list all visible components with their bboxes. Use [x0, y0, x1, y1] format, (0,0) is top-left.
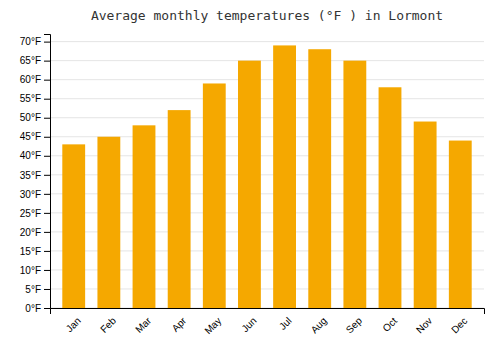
bars [62, 45, 471, 308]
tick-label: Feb [98, 315, 118, 335]
bar [203, 83, 226, 308]
tick-label: 60°F [20, 74, 41, 85]
tick: Jan [64, 315, 83, 334]
tick: 5°F [25, 284, 50, 295]
tick: 0°F [25, 303, 50, 314]
tick-label: 35°F [20, 170, 41, 181]
tick: Sep [344, 315, 365, 336]
tick-mark [44, 194, 50, 195]
tick-mark [44, 270, 50, 271]
tick-mark [44, 175, 50, 176]
axis-line [44, 35, 51, 309]
tick-label: Dec [449, 315, 469, 335]
tick-label: Jan [64, 315, 83, 334]
tick-label: 5°F [25, 284, 41, 295]
plot-area: 0°F 5°F 10°F 15°F 20°F 25°F 30°F 35°F 40°F 45°F 50… [20, 35, 485, 337]
tick-label: 70°F [20, 36, 41, 47]
tick: 50°F [20, 112, 50, 123]
tick: 30°F [20, 189, 50, 200]
grid [50, 42, 484, 308]
tick: Jun [239, 315, 258, 334]
axis-line [51, 309, 485, 315]
tick: 20°F [20, 227, 50, 238]
tick: 70°F [20, 36, 50, 47]
tick-label: 30°F [20, 189, 41, 200]
tick: 65°F [20, 55, 50, 66]
tick: Mar [133, 315, 153, 335]
tick-label: Oct [380, 315, 399, 334]
tick-label: Mar [133, 315, 153, 335]
tick: 55°F [20, 93, 50, 104]
bar [168, 110, 191, 308]
tick-mark [44, 42, 50, 43]
tick-mark [44, 80, 50, 81]
bar [273, 45, 296, 308]
tick-mark [44, 137, 50, 138]
tick-mark [44, 232, 50, 233]
tick-label: Apr [170, 315, 189, 334]
bar [238, 61, 261, 308]
tick-label: 50°F [20, 112, 41, 123]
tick: 60°F [20, 74, 50, 85]
tick-label: Aug [309, 315, 329, 335]
tick: Oct [380, 315, 399, 334]
bar [97, 137, 120, 308]
tick: Aug [309, 315, 329, 335]
tick-label: Jun [239, 315, 258, 334]
tick: Nov [414, 315, 434, 335]
tick-mark [44, 156, 50, 157]
tick-label: 20°F [20, 227, 41, 238]
y-axis: 0°F 5°F 10°F 15°F 20°F 25°F 30°F 35°F 40°F 45°F 50… [20, 35, 51, 314]
bar [133, 125, 156, 308]
tick: 35°F [20, 170, 50, 181]
tick: 15°F [20, 246, 50, 257]
tick-label: 25°F [20, 208, 41, 219]
tick: 40°F [20, 150, 50, 161]
tick-label: 40°F [20, 150, 41, 161]
tick-label: 15°F [20, 246, 41, 257]
grid-line [50, 117, 484, 118]
tick: 45°F [20, 131, 50, 142]
tick: Jul [277, 315, 294, 332]
tick-mark [44, 251, 50, 252]
tick: 10°F [20, 265, 50, 276]
tick-label: May [202, 315, 223, 336]
tick-label: 65°F [20, 55, 41, 66]
bar [379, 87, 402, 308]
bar [308, 49, 331, 308]
tick-mark [44, 61, 50, 62]
tick-label: Jul [277, 315, 294, 332]
tick-mark [44, 289, 50, 290]
bar [414, 122, 437, 308]
tick-label: 55°F [20, 93, 41, 104]
tick-mark [44, 118, 50, 119]
grid-line [50, 41, 484, 42]
chart: 0°F 5°F 10°F 15°F 20°F 25°F 30°F 35°F 40°F 45°F 50… [0, 0, 500, 350]
tick-mark [44, 99, 50, 100]
tick-label: Nov [414, 315, 434, 335]
tick-mark [44, 213, 50, 214]
grid-line [50, 60, 484, 61]
tick-label: 0°F [25, 303, 41, 314]
tick: Feb [98, 315, 118, 335]
tick: May [202, 315, 223, 336]
grid-line [50, 79, 484, 80]
tick: Dec [449, 315, 469, 335]
x-axis: Jan Feb Mar Apr May Jun Jul Aug Sep Oct Nov Dec [51, 309, 485, 337]
bar [449, 141, 472, 308]
grid-line [50, 98, 484, 99]
tick-label: 45°F [20, 131, 41, 142]
tick: 25°F [20, 208, 50, 219]
bar [62, 144, 85, 308]
tick-mark [44, 308, 50, 309]
tick-label: 10°F [20, 265, 41, 276]
bar [343, 61, 366, 308]
tick-label: Sep [344, 315, 365, 336]
title: Average monthly temperatures (°F ) in Lo… [91, 8, 443, 23]
tick: Apr [170, 315, 189, 334]
